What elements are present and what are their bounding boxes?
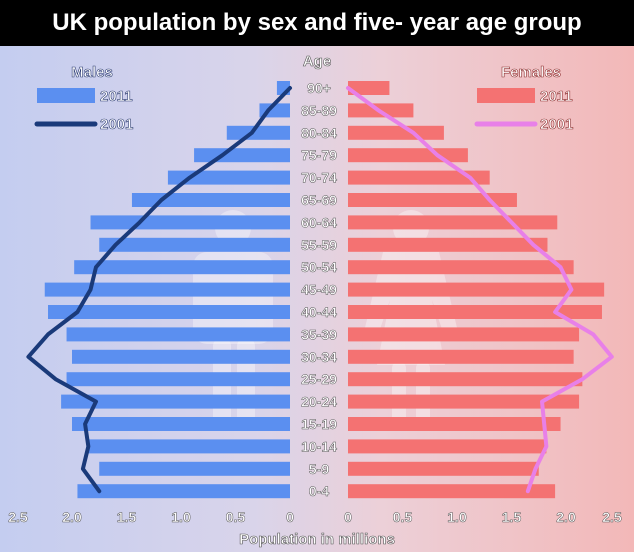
age-label-55-59: 55-59 [301, 237, 337, 253]
tick-label-0: 2.5 [8, 509, 28, 525]
bar-female-2011-40-44 [348, 305, 602, 319]
age-label-85-89: 85-89 [301, 102, 337, 118]
bar-female-2011-35-39 [348, 327, 580, 342]
bar-male-2011-15-19 [72, 417, 290, 431]
tick-label-4: 0.5 [226, 509, 246, 525]
age-label-0-4: 0-4 [309, 483, 329, 499]
bar-male-2011-35-39 [66, 327, 290, 342]
x-axis-label: Population in millions [239, 531, 395, 548]
bar-female-2011-5-9 [348, 461, 539, 476]
tick-label-1: 2.0 [62, 509, 82, 525]
bar-female-2011-25-29 [348, 372, 583, 387]
bar-female-2011-0-4 [348, 484, 556, 499]
bar-female-2011-90plus [348, 81, 390, 95]
age-label-65-69: 65-69 [301, 192, 337, 208]
bar-male-2011-10-14 [88, 439, 290, 454]
legend-male-2011-label: 2011 [100, 88, 133, 105]
bar-male-2011-55-59 [99, 237, 290, 252]
tick-label-3: 1.0 [171, 509, 191, 525]
age-label-45-49: 45-49 [301, 282, 337, 298]
age-label-50-54: 50-54 [301, 259, 337, 275]
bar-female-2011-60-64 [348, 215, 558, 230]
legend-female-2011-label: 2011 [540, 88, 573, 105]
tick-label-5: 0 [286, 509, 294, 525]
bar-male-2011-50-54 [74, 260, 291, 275]
bar-male-2011-65-69 [131, 193, 290, 207]
bar-male-2011-75-79 [194, 148, 290, 163]
bar-female-2011-70-74 [348, 170, 490, 185]
bar-female-2011-45-49 [348, 282, 605, 297]
bar-female-2011-20-24 [348, 394, 580, 409]
bar-male-2011-60-64 [90, 215, 290, 230]
age-axis-label: Age [303, 53, 331, 70]
tick-label-9: 1.5 [502, 509, 522, 525]
tick-label-8: 1.0 [447, 509, 467, 525]
age-label-35-39: 35-39 [301, 326, 337, 342]
bar-female-2011-80-84 [348, 125, 444, 140]
bar-female-2011-55-59 [348, 237, 548, 252]
age-label-80-84: 80-84 [301, 125, 337, 141]
tick-label-2: 1.5 [117, 509, 137, 525]
bar-female-2011-30-34 [348, 349, 574, 364]
bar-male-2011-25-29 [66, 372, 290, 387]
bar-male-2011-70-74 [167, 170, 290, 185]
bar-male-2011-45-49 [44, 282, 290, 297]
age-label-90plus: 90+ [307, 80, 331, 96]
tick-label-6: 0 [344, 509, 352, 525]
age-label-15-19: 15-19 [301, 416, 337, 432]
bar-male-2011-20-24 [61, 394, 290, 409]
legend-right-title: Females [501, 64, 561, 81]
legend-left-title: Males [71, 64, 113, 81]
age-label-10-14: 10-14 [301, 438, 337, 454]
age-label-75-79: 75-79 [301, 147, 337, 163]
bar-male-2011-30-34 [72, 349, 290, 364]
bar-female-2011-15-19 [348, 417, 561, 431]
legend-male-2001-label: 2001 [100, 116, 133, 133]
age-label-5-9: 5-9 [309, 461, 329, 477]
tick-label-7: 0.5 [393, 509, 413, 525]
tick-label-11: 2.5 [602, 509, 622, 525]
bar-female-2011-75-79 [348, 148, 468, 163]
bar-female-2011-65-69 [348, 193, 517, 207]
bar-male-2011-80-84 [226, 125, 290, 140]
line-female-2001 [346, 86, 614, 494]
bar-female-2011-10-14 [348, 439, 547, 454]
age-label-30-34: 30-34 [301, 349, 337, 365]
age-label-60-64: 60-64 [301, 214, 337, 230]
legend-female-2001-label: 2001 [540, 116, 573, 133]
legend-female-2011-swatch [477, 88, 535, 103]
legend-male-2011-swatch [37, 88, 95, 103]
line-male-2001 [26, 86, 292, 494]
bar-male-2011-5-9 [99, 461, 290, 476]
age-label-20-24: 20-24 [301, 394, 337, 410]
age-label-70-74: 70-74 [301, 170, 337, 186]
tick-label-10: 2.0 [556, 509, 576, 525]
bar-male-2011-0-4 [77, 484, 290, 499]
age-label-40-44: 40-44 [301, 304, 337, 320]
bar-male-2011-40-44 [48, 305, 290, 319]
bar-female-2011-50-54 [348, 260, 574, 275]
chart-title: UK population by sex and five- year age … [0, 0, 634, 46]
age-label-25-29: 25-29 [301, 371, 337, 387]
